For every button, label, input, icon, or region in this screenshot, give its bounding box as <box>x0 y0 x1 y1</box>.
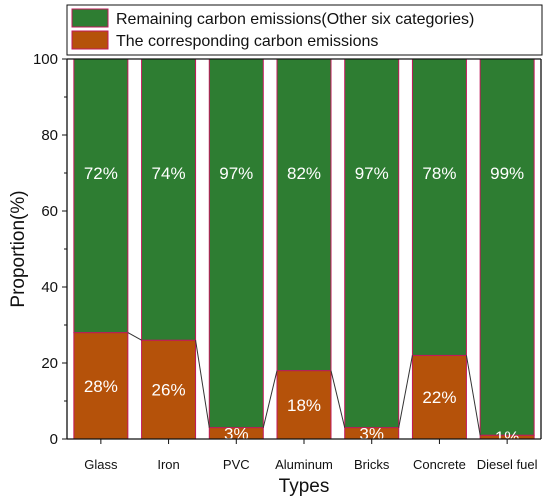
x-tick-label: Concrete <box>413 457 466 472</box>
legend-swatch <box>71 30 109 50</box>
legend-box <box>66 4 543 56</box>
value-label-corresponding: 18% <box>287 396 321 415</box>
legend-label: Remaining carbon emissions(Other six cat… <box>116 11 474 28</box>
bar-segment-concrete-remaining <box>411 58 467 356</box>
value-labels: 72%28%74%26%97%3%82%18%97%3%78%22%99%1% <box>84 164 524 447</box>
value-label-corresponding: 1% <box>495 428 520 447</box>
y-tick-label: 100 <box>33 51 58 68</box>
bar-segment-bricks-remaining <box>344 58 400 429</box>
y-axis-title: Proportion(%) <box>8 190 29 307</box>
y-tick-label: 20 <box>41 355 58 372</box>
value-label-corresponding: 22% <box>422 388 456 407</box>
bar-segment-diesel-fuel-remaining <box>479 58 535 436</box>
value-label-corresponding: 26% <box>152 381 186 400</box>
bars <box>73 58 535 440</box>
x-tick-label: Bricks <box>354 457 390 472</box>
value-label-remaining: 97% <box>219 164 253 183</box>
connector-line <box>127 332 142 341</box>
value-label-remaining: 97% <box>355 164 389 183</box>
connector-line <box>465 355 481 436</box>
x-axis-title: Types <box>279 476 330 497</box>
x-tick-label: Iron <box>157 457 179 472</box>
bar-segment-glass-corresponding <box>73 332 129 440</box>
connector-line <box>330 370 346 428</box>
y-tick-label: 0 <box>50 431 58 448</box>
connector-lines <box>127 332 481 436</box>
x-tick-label: Aluminum <box>275 457 333 472</box>
y-tick-label: 60 <box>41 203 58 220</box>
x-tick-label: PVC <box>223 457 250 472</box>
value-label-remaining: 99% <box>490 164 524 183</box>
y-tick-label: 80 <box>41 127 58 144</box>
legend: Remaining carbon emissions(Other six cat… <box>66 4 543 56</box>
value-label-remaining: 74% <box>152 164 186 183</box>
y-tick-label: 40 <box>41 279 58 296</box>
bar-segment-glass-remaining <box>73 58 129 334</box>
value-label-remaining: 82% <box>287 164 321 183</box>
legend-label: The corresponding carbon emissions <box>116 33 378 50</box>
x-tick-label: Diesel fuel <box>477 457 538 472</box>
axes: Glass Iron PVC Aluminum Bricks Concrete Diesel… <box>8 51 542 497</box>
x-tick-label: Glass <box>84 457 118 472</box>
value-label-corresponding: 28% <box>84 377 118 396</box>
bar-segment-iron-remaining <box>141 58 197 341</box>
value-label-remaining: 78% <box>422 164 456 183</box>
value-label-remaining: 72% <box>84 164 118 183</box>
connector-line <box>398 355 413 428</box>
legend-swatch <box>71 8 109 28</box>
bar-segment-pvc-remaining <box>208 58 264 429</box>
connector-line <box>262 370 278 428</box>
bar-segment-aluminum-remaining <box>276 58 332 372</box>
connector-line <box>195 340 210 428</box>
bar-segment-aluminum-corresponding <box>276 370 332 440</box>
